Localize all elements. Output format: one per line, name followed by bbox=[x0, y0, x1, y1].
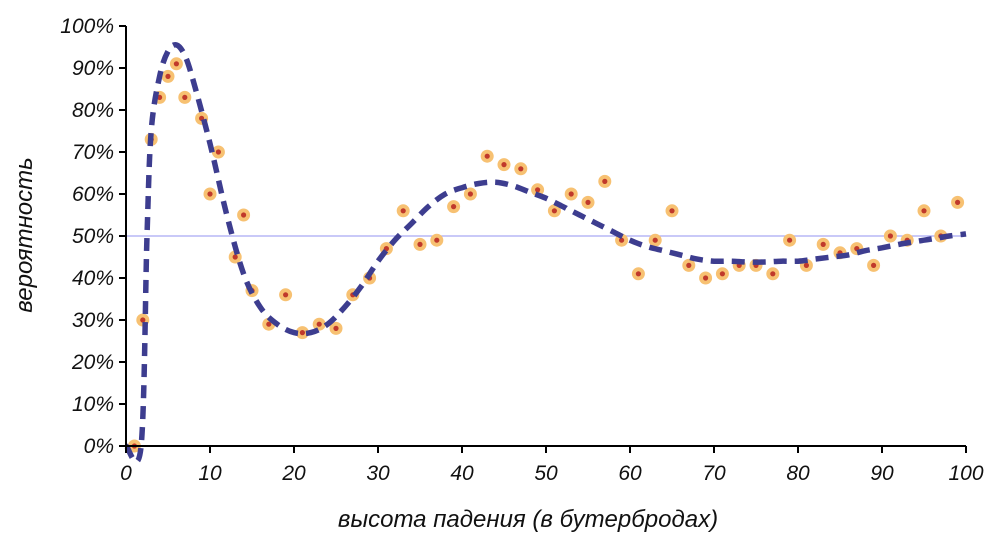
data-point bbox=[816, 237, 830, 251]
x-tick-label: 0 bbox=[120, 462, 132, 485]
data-point bbox=[699, 271, 713, 285]
y-tick-label: 20% bbox=[71, 351, 114, 374]
data-point bbox=[211, 145, 225, 159]
data-point bbox=[665, 204, 679, 218]
data-point bbox=[169, 57, 183, 71]
data-point bbox=[514, 162, 528, 176]
x-tick-label: 70 bbox=[702, 462, 726, 485]
y-axis-ticks: 0% 10% 20% 30% 40% 50% 60% 70% 80% 90% 100% bbox=[60, 15, 126, 458]
y-tick-label: 30% bbox=[72, 309, 114, 332]
fit-curve bbox=[123, 42, 967, 465]
y-tick-label: 40% bbox=[72, 267, 114, 290]
data-point bbox=[312, 317, 326, 331]
x-tick-label: 90 bbox=[870, 462, 894, 485]
data-point bbox=[867, 258, 881, 272]
data-point bbox=[564, 187, 578, 201]
y-tick-label: 0% bbox=[84, 435, 114, 458]
data-point bbox=[329, 321, 343, 335]
x-tick-label: 100 bbox=[948, 462, 983, 485]
data-point bbox=[682, 258, 696, 272]
data-point bbox=[413, 237, 427, 251]
data-point bbox=[497, 158, 511, 172]
x-tick-label: 60 bbox=[618, 462, 642, 485]
data-point bbox=[917, 204, 931, 218]
data-point bbox=[480, 149, 494, 163]
y-tick-label: 100% bbox=[60, 15, 114, 38]
x-tick-label: 40 bbox=[450, 462, 474, 485]
data-point bbox=[447, 200, 461, 214]
data-point bbox=[783, 233, 797, 247]
y-tick-label: 60% bbox=[72, 183, 114, 206]
x-tick-label: 20 bbox=[281, 462, 306, 485]
data-point bbox=[531, 183, 545, 197]
data-point bbox=[598, 174, 612, 188]
data-point bbox=[581, 195, 595, 209]
data-point bbox=[883, 229, 897, 243]
x-axis-ticks: 0 10 20 30 40 50 60 70 80 90 100 bbox=[120, 446, 984, 485]
data-point bbox=[547, 204, 561, 218]
data-point bbox=[430, 233, 444, 247]
data-point bbox=[648, 233, 662, 247]
data-point bbox=[295, 326, 309, 340]
y-tick-label: 80% bbox=[72, 99, 114, 122]
data-point bbox=[715, 267, 729, 281]
data-point bbox=[279, 288, 293, 302]
data-point bbox=[631, 267, 645, 281]
data-point bbox=[161, 69, 175, 83]
data-point bbox=[951, 195, 965, 209]
data-point bbox=[396, 204, 410, 218]
y-tick-label: 90% bbox=[72, 57, 114, 80]
x-tick-label: 50 bbox=[534, 462, 558, 485]
data-point bbox=[463, 187, 477, 201]
x-tick-label: 30 bbox=[366, 462, 390, 485]
data-point bbox=[766, 267, 780, 281]
x-axis-title: высота падения (в бутербродах) bbox=[338, 506, 718, 533]
x-tick-label: 10 bbox=[198, 462, 222, 485]
data-point bbox=[203, 187, 217, 201]
data-point bbox=[178, 90, 192, 104]
data-point bbox=[237, 208, 251, 222]
y-axis-title: вероятность bbox=[11, 157, 38, 313]
y-tick-label: 10% bbox=[72, 393, 114, 416]
y-tick-label: 70% bbox=[72, 141, 114, 164]
x-tick-label: 80 bbox=[786, 462, 810, 485]
y-tick-label: 50% bbox=[72, 225, 114, 248]
